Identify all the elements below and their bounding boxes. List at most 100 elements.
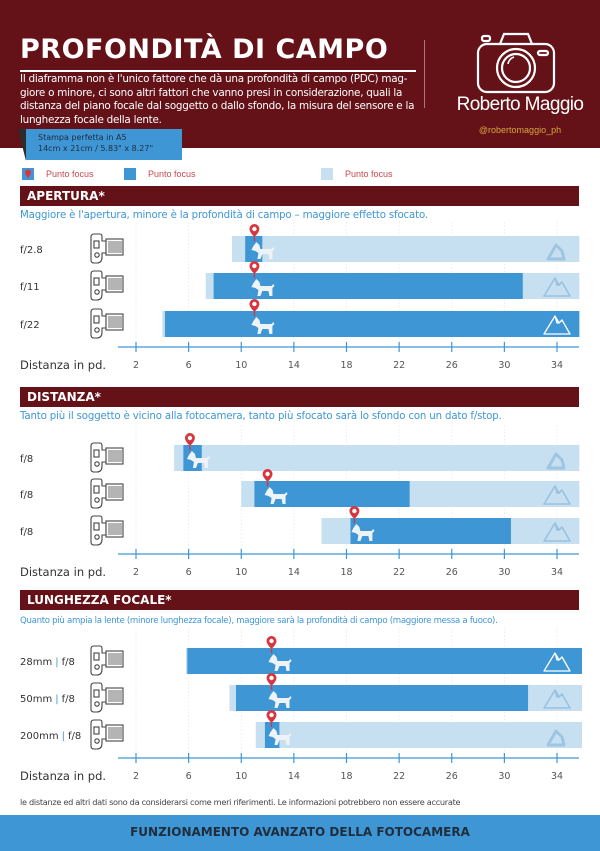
row-fstop: f/8	[62, 694, 75, 705]
chart-row: 50mm | f/8	[20, 673, 582, 713]
dog-shape	[268, 728, 292, 745]
dog-icon	[268, 654, 292, 671]
mountain-icon	[543, 277, 571, 297]
camera-icon	[90, 233, 124, 264]
mountain-icon	[543, 652, 571, 672]
camera-icon	[90, 270, 124, 301]
map-pin-icon	[266, 710, 277, 727]
dog-shape	[251, 242, 275, 259]
x-tick-label: 6	[186, 771, 192, 782]
dog-shape	[251, 279, 275, 296]
camera-icon	[90, 682, 124, 713]
x-tick-label: 34	[551, 771, 563, 782]
map-pin-icon	[349, 506, 360, 523]
dog-icon	[251, 279, 275, 296]
mountain-shape	[543, 485, 571, 505]
x-tick-label: 18	[340, 771, 352, 782]
x-tick-label: 14	[288, 771, 300, 782]
camera-logo-icon	[476, 32, 556, 94]
brand-name: Roberto Maggio	[456, 94, 584, 115]
x-tick-label: 26	[446, 771, 458, 782]
camera-lens	[105, 483, 124, 501]
row-focal-length: 50mm	[20, 694, 52, 705]
x-tick-label: 14	[288, 567, 300, 578]
row-label: f/8	[20, 490, 33, 501]
pin-dot	[269, 675, 274, 681]
legend-label: Punto focus	[345, 169, 393, 179]
row-focal-length: 200mm	[20, 731, 59, 742]
camera-screen	[93, 726, 100, 735]
light-bar	[255, 722, 582, 748]
light-bar	[232, 236, 580, 262]
dog-icon	[251, 242, 275, 259]
footnote: le distanze ed altri dati sono da consid…	[20, 797, 461, 807]
camera-dial	[94, 461, 100, 467]
x-tick-label: 34	[551, 567, 563, 578]
dark-bar	[164, 311, 580, 337]
mountain-icon	[543, 689, 571, 709]
legend-item-pin: Punto focus	[22, 166, 94, 182]
map-pin-icon	[184, 433, 195, 450]
row-label: 28mm | f/8	[20, 657, 75, 668]
dog-icon	[268, 691, 292, 708]
social-handle: @robertomaggio_ph	[478, 125, 562, 135]
camera-lens	[105, 275, 124, 293]
row-separator: |	[55, 657, 58, 668]
map-pin-icon	[266, 636, 277, 653]
dog-icon	[351, 524, 375, 541]
intro-text: Il diaframma non è l'unico fattore che d…	[20, 73, 420, 127]
pin-dot	[252, 263, 257, 269]
camera-screen	[93, 315, 100, 324]
x-tick-label: 22	[393, 360, 405, 371]
x-tick-label: 26	[446, 567, 458, 578]
camera-screen	[93, 522, 100, 531]
section-subtitle: Maggiore è l'apertura, minore è la profo…	[20, 210, 428, 221]
camera-screen	[93, 240, 100, 249]
print-tag-line1: Stampa perfetta in A5	[38, 133, 127, 142]
row-separator: |	[55, 694, 58, 705]
x-tick-label: 2	[133, 567, 139, 578]
mountain-icon	[543, 315, 571, 335]
section-subtitle: Quanto più ampia la lente (minore lunghe…	[20, 616, 498, 626]
camera-icon	[90, 442, 124, 473]
pin-dot	[269, 712, 274, 718]
camera-dial	[94, 289, 100, 295]
camera-icon	[90, 719, 124, 750]
x-tick-label: 6	[186, 360, 192, 371]
mountain-icon	[546, 243, 566, 261]
x-tick-label: 26	[446, 360, 458, 371]
camera-icon	[90, 515, 124, 546]
dog-shape	[186, 451, 210, 468]
camera-lens	[105, 724, 124, 742]
x-axis-label: Distanza in pd.	[20, 565, 106, 579]
mountain-shape	[543, 277, 571, 297]
camera-dial	[94, 534, 100, 540]
row-label: f/11	[20, 282, 40, 293]
chart-row: f/11	[20, 261, 580, 301]
dog-shape	[264, 487, 288, 504]
camera-screen	[93, 485, 100, 494]
x-axis-label: Distanza in pd.	[20, 358, 106, 372]
legend-label: Punto focus	[148, 169, 196, 179]
mountain-icon	[543, 485, 571, 505]
row-label: 200mm | f/8	[20, 731, 81, 742]
pin-dot	[187, 435, 193, 441]
intro-line: Il diaframma non è l'unico fattore che d…	[20, 73, 408, 85]
camera-screen	[93, 689, 100, 698]
camera-screen	[93, 449, 100, 458]
x-tick-label: 30	[498, 360, 510, 371]
x-tick-label: 30	[498, 771, 510, 782]
print-tag: Stampa perfetta in A5 14cm x 21cm / 5.83…	[26, 129, 182, 160]
row-label: f/8	[20, 454, 33, 465]
chart-row: 200mm | f/8	[20, 710, 582, 750]
x-tick-label: 14	[288, 360, 300, 371]
light-bar	[174, 445, 580, 471]
x-tick-label: 10	[235, 771, 247, 782]
chart-row: 28mm | f/8	[20, 636, 582, 676]
camera-lens	[105, 520, 124, 538]
camera-screen	[93, 277, 100, 286]
mountain-shape	[546, 243, 566, 261]
mountain-shape	[546, 452, 566, 470]
map-pin-icon	[22, 168, 34, 180]
